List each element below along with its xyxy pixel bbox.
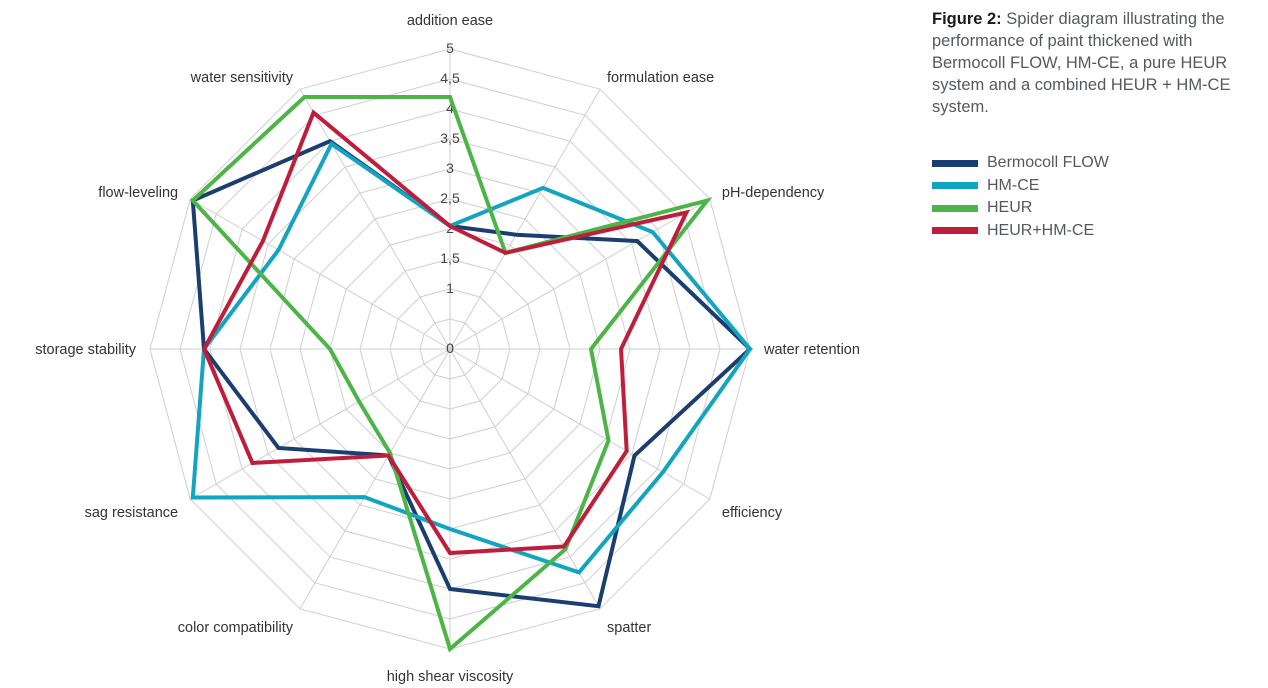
axis-label: high shear viscosity bbox=[387, 669, 514, 685]
spoke bbox=[189, 348, 451, 500]
tick-label: 0 bbox=[446, 340, 454, 356]
axis-label: formulation ease bbox=[607, 70, 714, 86]
legend-item-heur-hm-ce: HEUR+HM-CE bbox=[932, 220, 1252, 243]
axis-label: pH-dependency bbox=[722, 185, 825, 201]
spoke bbox=[449, 348, 711, 500]
spoke bbox=[449, 198, 711, 350]
spoke bbox=[449, 348, 601, 610]
tick-label: 1 bbox=[446, 280, 454, 296]
tick-label: 1,5 bbox=[440, 250, 460, 266]
series-line-heur bbox=[189, 95, 713, 653]
axis-labels: addition ease formulation ease pH-dependen… bbox=[35, 13, 860, 685]
caption-label: Figure 2: bbox=[932, 10, 1002, 28]
legend: Bermocoll FLOW HM-CE HEUR HEUR+HM-CE bbox=[932, 152, 1252, 242]
axis-label: spatter bbox=[607, 620, 651, 636]
series-lines bbox=[189, 95, 753, 653]
tick-label: 4,5 bbox=[440, 70, 460, 86]
legend-swatch bbox=[932, 159, 978, 167]
axis-label: addition ease bbox=[407, 13, 493, 29]
figure-caption: Figure 2: Spider diagram illustrating th… bbox=[932, 8, 1252, 118]
axis-label: sag resistance bbox=[85, 505, 179, 521]
tick-label: 4 bbox=[446, 100, 454, 116]
spider-chart: 0 1 1,5 2 2,5 3 3,5 4 4,5 5 addition ease formulat… bbox=[35, 13, 860, 685]
series-line-heur-hm-ce bbox=[201, 109, 690, 556]
spoke bbox=[449, 88, 601, 350]
legend-swatch bbox=[932, 227, 978, 235]
spokes bbox=[150, 49, 750, 649]
spoke bbox=[189, 198, 451, 350]
legend-item-bermocoll-flow: Bermocoll FLOW bbox=[932, 152, 1252, 175]
axis-label: water sensitivity bbox=[190, 70, 294, 86]
legend-swatch bbox=[932, 182, 978, 190]
axis-label: flow-leveling bbox=[98, 185, 178, 201]
tick-label: 3,5 bbox=[440, 130, 460, 146]
tick-label: 2,5 bbox=[440, 190, 460, 206]
spoke bbox=[299, 88, 451, 350]
legend-swatch bbox=[932, 204, 978, 212]
legend-item-hm-ce: HM-CE bbox=[932, 175, 1252, 198]
spoke bbox=[299, 348, 451, 610]
legend-label: Bermocoll FLOW bbox=[987, 154, 1109, 172]
legend-label: HM-CE bbox=[987, 176, 1040, 194]
axis-label: color compatibility bbox=[178, 620, 294, 636]
legend-label: HEUR+HM-CE bbox=[987, 221, 1095, 239]
legend-label: HEUR bbox=[987, 199, 1033, 217]
legend-item-heur: HEUR bbox=[932, 197, 1252, 220]
caption-text: Spider diagram illustrating the performa… bbox=[932, 10, 1231, 116]
axis-label: storage stability bbox=[35, 342, 136, 358]
axis-label: water retention bbox=[763, 342, 860, 358]
axis-label: efficiency bbox=[722, 505, 783, 521]
spider-chart-svg: 011,522,533,544,55 addition easeformulat… bbox=[35, 13, 860, 685]
series-line-hm-ce bbox=[190, 140, 753, 575]
tick-label: 3 bbox=[446, 160, 454, 176]
tick-label: 5 bbox=[446, 40, 454, 56]
